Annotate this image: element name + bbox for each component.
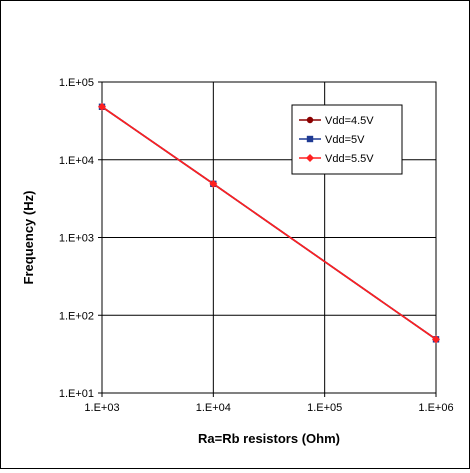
data-point (209, 179, 218, 188)
y-tick-label: 1.E+01 (59, 388, 94, 400)
x-tick-label: 1.E+06 (418, 402, 453, 414)
legend-marker (306, 116, 314, 124)
data-point (98, 102, 106, 111)
legend-marker (306, 154, 314, 162)
x-tick-label: 1.E+05 (307, 402, 342, 414)
series-layer (98, 102, 440, 344)
legend: Vdd=4.5V Vdd=5V Vdd=5.5V (291, 104, 403, 175)
data-point (432, 335, 440, 344)
y-axis-label: Frequency (Hz) (21, 191, 36, 285)
y-tick-label: 1.E+04 (59, 155, 94, 167)
x-tick-label: 1.E+04 (196, 402, 231, 414)
y-tick-label: 1.E+02 (59, 310, 94, 322)
x-tick-label: 1.E+03 (84, 402, 119, 414)
y-tick-label: 1.E+05 (59, 77, 94, 89)
y-tick-label: 1.E+03 (59, 233, 94, 245)
x-axis-ticks: 1.E+03 1.E+04 1.E+05 1.E+06 (84, 393, 454, 414)
legend-entry: Vdd=5V (325, 134, 365, 146)
y-axis-ticks: 1.E+01 1.E+02 1.E+03 1.E+04 1.E+05 (59, 77, 102, 400)
x-axis-label: Ra=Rb resistors (Ohm) (198, 431, 340, 446)
series-Vdd=5.5V (98, 102, 440, 344)
legend-marker (306, 135, 314, 143)
legend-entry: Vdd=4.5V (325, 115, 374, 127)
legend-entry: Vdd=5.5V (325, 153, 374, 165)
